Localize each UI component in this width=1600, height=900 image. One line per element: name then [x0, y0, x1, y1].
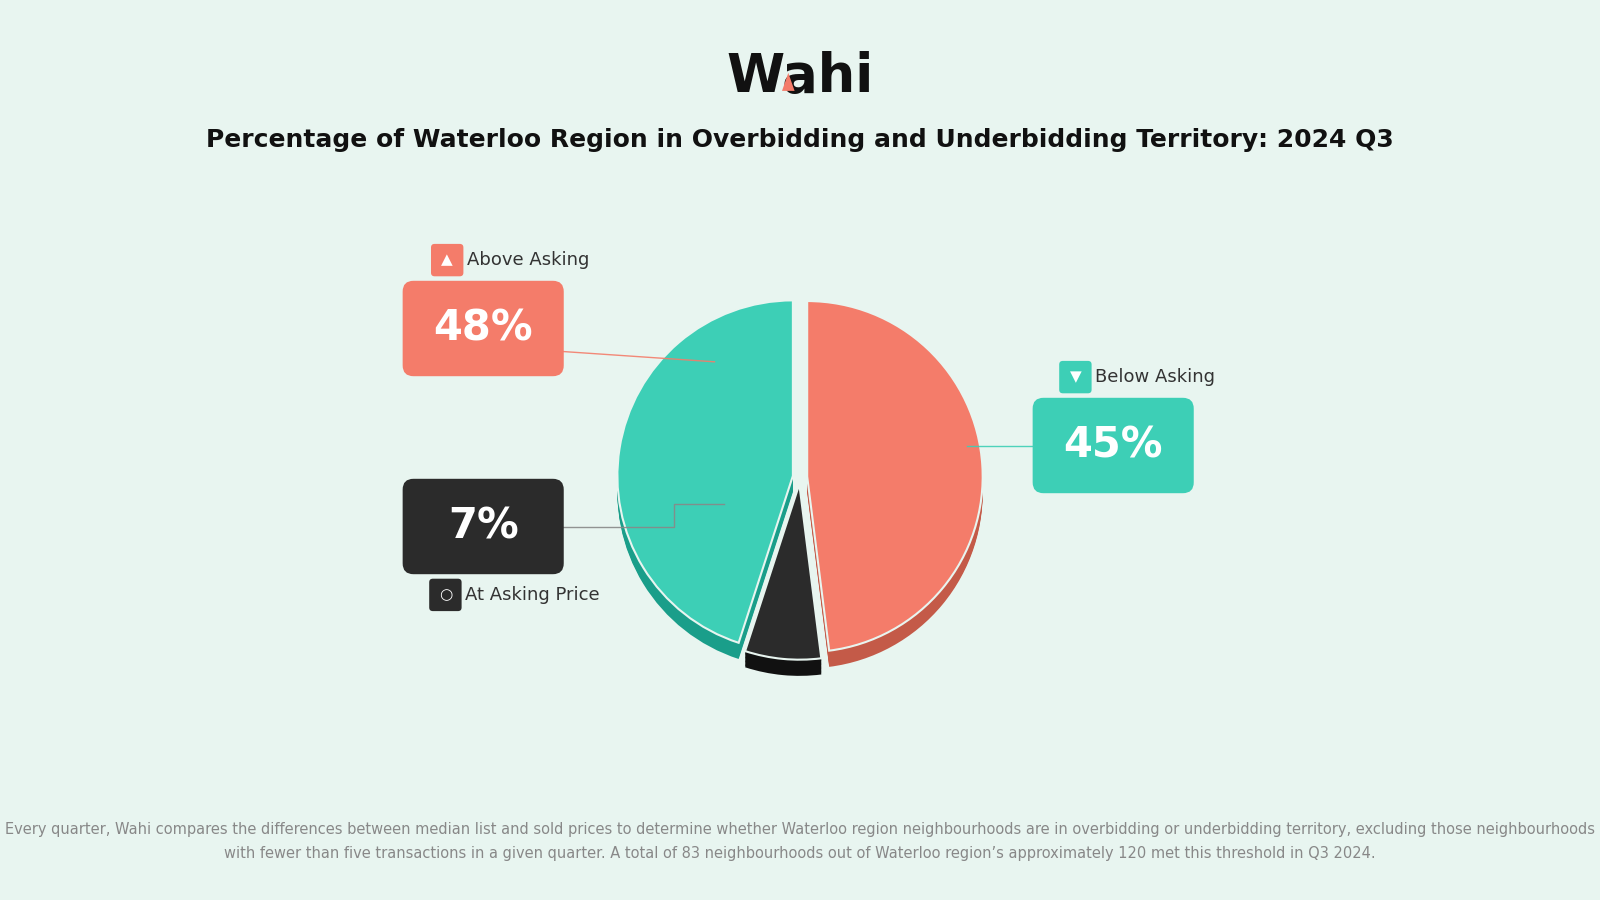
Text: At Asking Price: At Asking Price: [466, 586, 600, 604]
FancyBboxPatch shape: [1059, 361, 1091, 393]
Polygon shape: [782, 73, 795, 91]
Wedge shape: [806, 302, 982, 652]
FancyBboxPatch shape: [1032, 398, 1194, 493]
Wedge shape: [806, 313, 982, 662]
Wedge shape: [618, 314, 794, 656]
Wedge shape: [746, 496, 821, 671]
Wedge shape: [618, 307, 794, 650]
Wedge shape: [618, 303, 794, 645]
Wedge shape: [618, 309, 794, 651]
Wedge shape: [618, 315, 794, 658]
Wedge shape: [618, 302, 794, 644]
Text: Every quarter, Wahi compares the differences between median list and sold prices: Every quarter, Wahi compares the differe…: [5, 823, 1595, 860]
Text: 48%: 48%: [434, 308, 533, 349]
Wedge shape: [806, 303, 982, 653]
Wedge shape: [618, 317, 794, 659]
Wedge shape: [618, 311, 794, 653]
Text: ▲: ▲: [442, 253, 453, 267]
Wedge shape: [746, 484, 821, 660]
Wedge shape: [618, 312, 794, 655]
Text: Below Asking: Below Asking: [1094, 368, 1216, 386]
FancyBboxPatch shape: [403, 479, 563, 574]
Text: 45%: 45%: [1064, 425, 1163, 466]
Text: Above Asking: Above Asking: [467, 251, 589, 269]
FancyBboxPatch shape: [429, 579, 461, 611]
Wedge shape: [806, 309, 982, 659]
Text: Percentage of Waterloo Region in Overbidding and Underbidding Territory: 2024 Q3: Percentage of Waterloo Region in Overbid…: [206, 128, 1394, 151]
Wedge shape: [806, 317, 982, 667]
Text: 7%: 7%: [448, 506, 518, 547]
Text: ○: ○: [438, 588, 453, 602]
Wedge shape: [746, 491, 821, 666]
Wedge shape: [806, 305, 982, 654]
Wedge shape: [806, 316, 982, 665]
Wedge shape: [746, 495, 821, 670]
Wedge shape: [746, 490, 821, 665]
Wedge shape: [806, 310, 982, 660]
Wedge shape: [618, 301, 794, 643]
Wedge shape: [746, 498, 821, 673]
Wedge shape: [746, 500, 821, 676]
Wedge shape: [806, 311, 982, 662]
Text: ▼: ▼: [1069, 370, 1082, 384]
Wedge shape: [746, 493, 821, 669]
Wedge shape: [746, 499, 821, 674]
Wedge shape: [746, 487, 821, 662]
Wedge shape: [806, 314, 982, 664]
Text: Wahi: Wahi: [726, 50, 874, 103]
Wedge shape: [746, 488, 821, 663]
Wedge shape: [806, 306, 982, 656]
Wedge shape: [618, 306, 794, 648]
Wedge shape: [746, 492, 821, 668]
Wedge shape: [618, 304, 794, 647]
Wedge shape: [618, 310, 794, 652]
FancyBboxPatch shape: [430, 244, 464, 276]
Wedge shape: [746, 485, 821, 661]
FancyBboxPatch shape: [403, 281, 563, 376]
Wedge shape: [806, 301, 982, 651]
Wedge shape: [806, 308, 982, 657]
